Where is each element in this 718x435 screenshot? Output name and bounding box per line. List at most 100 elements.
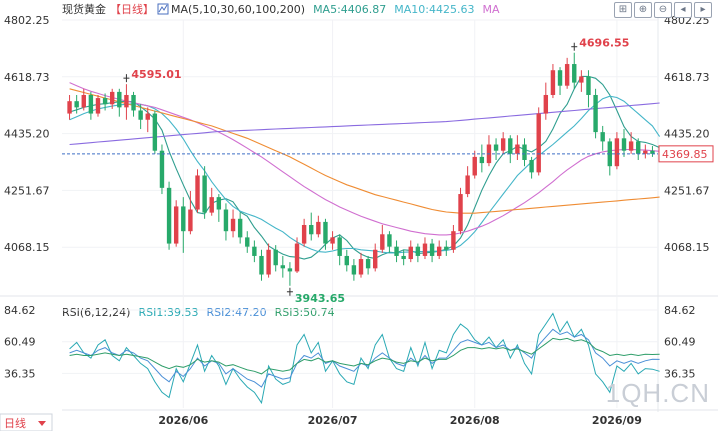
candle-body (351, 265, 357, 275)
candle-body (493, 144, 499, 151)
rsi-right-tick-label: 36.35 (664, 367, 696, 380)
candle-body (88, 94, 94, 114)
candle-body (429, 243, 435, 256)
period-tab-label: 日线 (4, 416, 26, 430)
candle-body (330, 237, 335, 244)
candle-body (515, 144, 520, 154)
candle-body (259, 255, 264, 275)
candle-body (223, 209, 229, 232)
candle-body (422, 243, 428, 256)
grid-icon[interactable]: ⊞ (614, 2, 632, 18)
rsi2-label: RSI2:47.20 (207, 306, 267, 319)
candle-body (593, 94, 598, 133)
candle-body (181, 206, 186, 232)
rsi1-label: RSI1:39.53 (138, 306, 198, 319)
candle-body (522, 144, 527, 160)
candle-body (643, 150, 648, 154)
left-y-tick-label: 4802.25 (4, 14, 50, 27)
candle-body (209, 197, 214, 213)
ma60-line (69, 88, 660, 214)
candle-body (536, 113, 541, 173)
candle-body (266, 249, 271, 275)
candle-body (117, 91, 122, 108)
candle-body (543, 94, 549, 114)
ma30-line (69, 82, 660, 236)
candle-body (273, 249, 278, 266)
candle-body (365, 259, 371, 269)
candle-body (394, 246, 399, 256)
rsi-right-tick-label: 60.49 (664, 336, 696, 349)
candle-body (245, 237, 250, 247)
x-tick-label: 2026/09 (592, 414, 642, 427)
candle-body (323, 221, 328, 244)
zoom-out-icon[interactable]: ⊖ (654, 2, 672, 18)
candle-body (579, 76, 584, 83)
candle-body (451, 231, 456, 250)
annotation-high-label: 4696.55 (579, 37, 629, 50)
chevron-down-icon[interactable] (38, 421, 46, 426)
candle-body (636, 141, 641, 154)
candle-body (152, 113, 158, 151)
rsi-left-tick-label: 36.35 (4, 367, 36, 380)
candle-body (102, 98, 108, 105)
left-y-tick-label: 4618.73 (4, 71, 50, 84)
left-y-tick-label: 4435.20 (4, 128, 50, 141)
candle-body (373, 249, 378, 269)
candle-body (479, 156, 485, 164)
candle-body (458, 194, 463, 232)
candle-body (472, 156, 477, 176)
candle-body (138, 110, 143, 120)
candle-body (287, 268, 293, 272)
candle-body (159, 150, 165, 188)
left-y-tick-label: 4068.15 (4, 241, 50, 254)
candle-body (344, 255, 349, 266)
candle-body (294, 243, 300, 272)
x-tick-label: 2026/06 (158, 414, 208, 427)
candle-body (216, 197, 222, 210)
candle-body (166, 187, 172, 244)
candle-body (74, 101, 79, 108)
candle-body (572, 64, 577, 83)
move-left-icon[interactable]: ◂ (674, 2, 692, 18)
right-y-tick-label: 4068.15 (664, 241, 710, 254)
rsi-line-2 (69, 328, 660, 388)
candle-body (230, 218, 236, 232)
annotation-high-label: 4595.01 (131, 68, 181, 81)
move-right-icon[interactable]: ▸ (694, 2, 712, 18)
candle-body (110, 91, 115, 105)
ma-more-label: MA (483, 3, 500, 16)
chart-toolbar: ⊞ ⊕ ⊖ ◂ ▸ (614, 2, 712, 18)
x-tick-label: 2026/08 (450, 414, 500, 427)
candle-body (188, 209, 193, 232)
candle-body (550, 70, 556, 95)
rsi-line-3 (69, 337, 660, 375)
candle-body (614, 138, 620, 167)
ma-label: MA(5,10,30,60,100,200) (171, 3, 305, 16)
candle-body (628, 141, 634, 151)
candle-body (81, 94, 86, 108)
candle-body (600, 132, 605, 142)
rsi-right-tick-label: 84.62 (664, 304, 696, 317)
candle-body (500, 138, 506, 151)
candle-body (408, 246, 413, 260)
ma-icon[interactable] (157, 3, 169, 15)
candle-body (650, 150, 655, 154)
zoom-in-icon[interactable]: ⊕ (634, 2, 652, 18)
candle-body (280, 265, 286, 269)
candle-body (131, 94, 136, 111)
rsi-left-tick-label: 60.49 (4, 336, 36, 349)
candle-body (621, 138, 627, 151)
candle-body (95, 98, 101, 114)
candle-body (586, 76, 591, 95)
x-tick-label: 2026/07 (308, 414, 358, 427)
candle-body (337, 237, 342, 256)
candle-body (564, 64, 570, 86)
rsi3-label: RSI3:50.74 (275, 306, 335, 319)
candle-body (301, 224, 307, 244)
candle-body (67, 101, 72, 114)
candle-body (145, 113, 150, 120)
current-price-tag (658, 145, 714, 163)
ma100-line (69, 102, 660, 146)
left-y-tick-label: 4251.67 (4, 184, 50, 197)
